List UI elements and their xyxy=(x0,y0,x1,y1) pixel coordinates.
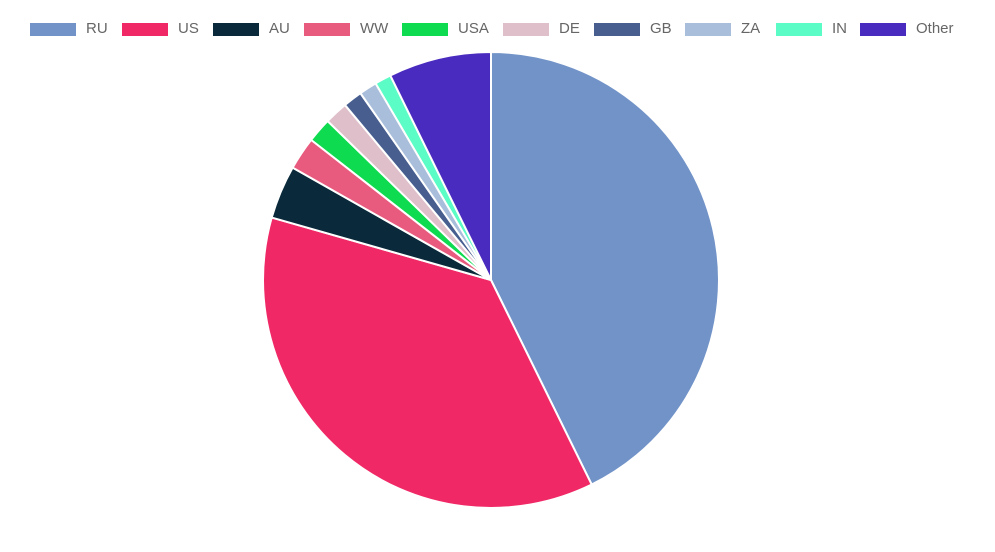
legend-swatch xyxy=(594,22,640,36)
legend-label: RU xyxy=(86,20,108,37)
legend-item-ru[interactable]: RU xyxy=(30,20,108,38)
legend-swatch xyxy=(304,22,350,36)
legend-item-au[interactable]: AU xyxy=(213,20,290,38)
legend-item-gb[interactable]: GB xyxy=(594,20,672,38)
pie-slice-other[interactable] xyxy=(389,51,492,281)
legend-swatch xyxy=(776,22,822,36)
pie-slice-us[interactable] xyxy=(262,216,593,509)
legend-label: USA xyxy=(458,20,489,37)
legend-item-usa[interactable]: USA xyxy=(402,20,489,38)
legend-item-de[interactable]: DE xyxy=(503,20,580,38)
chart-legend: RU US AU WW USA DE GB ZA IN Other xyxy=(0,0,995,50)
legend-swatch xyxy=(122,22,168,36)
legend-item-ww[interactable]: WW xyxy=(304,20,388,38)
legend-swatch xyxy=(503,22,549,36)
pie-slice-ru[interactable] xyxy=(490,51,720,486)
legend-label: Other xyxy=(916,20,954,37)
legend-label: US xyxy=(178,20,199,37)
legend-label: DE xyxy=(559,20,580,37)
legend-swatch xyxy=(213,22,259,36)
legend-label: ZA xyxy=(741,20,761,37)
legend-swatch xyxy=(860,22,906,36)
legend-item-us[interactable]: US xyxy=(122,20,199,38)
legend-item-za[interactable]: ZA xyxy=(685,20,760,38)
legend-label: IN xyxy=(832,20,847,37)
legend-swatch xyxy=(685,22,731,36)
legend-label: AU xyxy=(269,20,290,37)
legend-label: WW xyxy=(360,20,389,37)
legend-label: GB xyxy=(650,20,672,37)
legend-swatch xyxy=(402,22,448,36)
legend-swatch xyxy=(30,22,76,36)
legend-item-in[interactable]: IN xyxy=(776,20,847,38)
legend-item-other[interactable]: Other xyxy=(860,20,954,38)
